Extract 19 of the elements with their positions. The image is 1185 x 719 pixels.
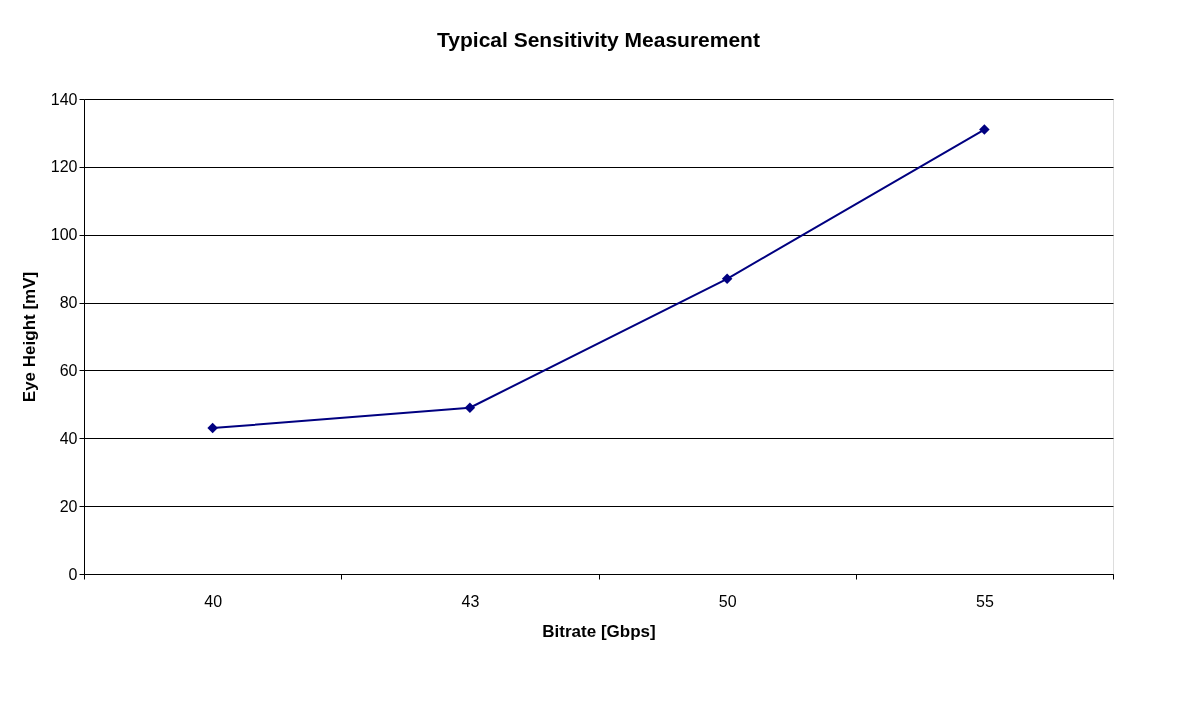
y-tick-label: 80	[59, 294, 78, 312]
y-tick-label: 140	[50, 90, 78, 108]
x-tick-label: 50	[718, 592, 737, 610]
y-axis-title: Eye Height [mV]	[19, 271, 39, 403]
y-tick-label: 60	[59, 361, 78, 379]
y-tick-label: 120	[50, 158, 78, 176]
chart-title: Typical Sensitivity Measurement	[437, 28, 760, 51]
x-tick-label: 40	[204, 592, 223, 610]
point	[464, 402, 476, 413]
point	[721, 273, 733, 285]
x-axis-title: Bitrate [Gbps]	[542, 621, 656, 641]
point	[207, 422, 218, 434]
point	[979, 124, 990, 135]
x-tick-label: 55	[975, 592, 994, 610]
y-tick-label: 100	[50, 226, 78, 244]
y-tick-label: 20	[59, 497, 78, 515]
y-tick-label: 0	[68, 565, 78, 583]
x-tick-label: 43	[461, 592, 480, 610]
y-tick-label: 40	[59, 429, 78, 447]
